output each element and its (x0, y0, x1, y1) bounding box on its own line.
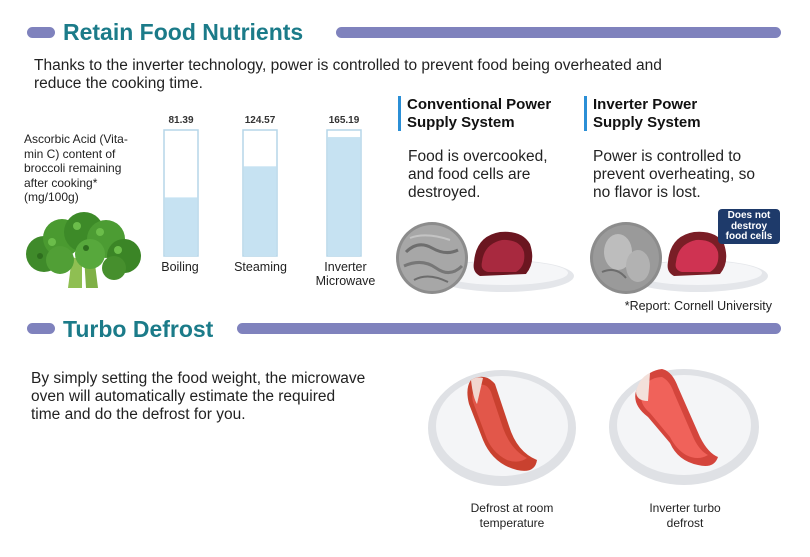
conventional-description: Food is overcooked, and food cells are d… (408, 148, 548, 201)
conventional-marker (398, 96, 401, 131)
caption-turbo: Inverter turbo defrost (649, 501, 721, 530)
bar-value-label: 81.39 (168, 115, 193, 126)
broccoli-image (26, 212, 141, 288)
inverter-title: Inverter Power Supply System (593, 96, 701, 131)
bar (164, 197, 198, 256)
vitamin-c-bar-chart: 81.39 124.57 165.19 (163, 115, 362, 257)
bar-value-label: 124.57 (245, 115, 276, 126)
title-pill-left-2 (27, 323, 55, 334)
caption-room-temp: Defrost at room temperature (470, 501, 554, 530)
room-temp-defrost-image (428, 370, 576, 486)
section-title-nutrients: Retain Food Nutrients (63, 19, 304, 45)
bar (243, 166, 277, 256)
title-pill-left (27, 27, 55, 38)
chart-description: Ascorbic Acid (Vita- min C) content of b… (24, 132, 128, 204)
section-title-defrost: Turbo Defrost (63, 316, 214, 342)
category-label-boiling: Boiling (161, 260, 199, 274)
category-label-steaming: Steaming (234, 260, 287, 274)
conventional-title: Conventional Power Supply System (407, 96, 552, 131)
juicy-meat-image (590, 222, 768, 294)
inverter-marker (584, 96, 587, 131)
category-label-inverter-microwave: Inverter Microwave (315, 260, 376, 288)
source-note: *Report: Cornell University (624, 299, 772, 313)
food-cells-badge: Does not destroy food cells (718, 209, 780, 244)
inverter-description: Power is controlled to prevent overheati… (593, 148, 755, 201)
title-pill-right-2 (237, 323, 781, 334)
turbo-defrost-image (609, 369, 759, 485)
bar (327, 137, 361, 256)
overcooked-meat-image (396, 222, 574, 294)
bar-value-label: 165.19 (329, 115, 360, 126)
intro-text: Thanks to the inverter technology, power… (34, 57, 662, 92)
chart-category-labels: Boiling Steaming Inverter Microwave (150, 260, 390, 295)
title-pill-right (336, 27, 781, 38)
defrost-text: By simply setting the food weight, the m… (31, 370, 366, 423)
